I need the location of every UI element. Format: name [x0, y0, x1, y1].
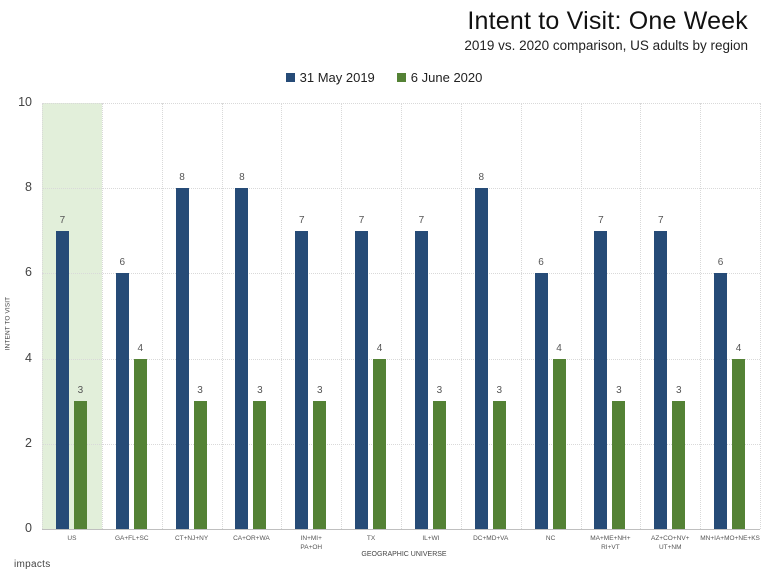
y-tick-label: 10: [18, 95, 32, 109]
x-tick-label: AZ+CO+NV+ UT+NM: [651, 535, 690, 551]
legend-label-2020: 6 June 2020: [410, 70, 483, 85]
bar-2019[interactable]: [295, 230, 309, 529]
bar-value-label: 7: [598, 214, 604, 226]
bar-value-label: 7: [298, 214, 305, 226]
bar-value-label: 6: [119, 257, 126, 269]
bar-value-label: 8: [179, 172, 185, 184]
gridline-vertical: [101, 103, 103, 529]
bar-value-label: 7: [657, 214, 664, 226]
bar-value-label: 7: [59, 214, 66, 226]
bar-value-label: 6: [538, 257, 544, 269]
y-tick-label: 0: [25, 521, 32, 535]
gridline-vertical: [460, 103, 462, 529]
bar-value-label: 4: [556, 342, 562, 354]
impacts-logo: impacts: [14, 559, 51, 570]
x-tick-label: GA+FL+SC: [114, 535, 149, 542]
y-axis-label: INTENT TO VISIT: [4, 296, 12, 351]
gridline-vertical: [520, 103, 522, 529]
bar-2020[interactable]: [373, 358, 387, 529]
bar-value-label: 4: [376, 342, 383, 354]
bar-2019[interactable]: [115, 273, 129, 529]
x-tick-label: US: [67, 535, 77, 542]
gridline-vertical: [221, 103, 223, 529]
x-axis-label: GEOGRAPHIC UNIVERSE: [361, 551, 447, 558]
bar-2020[interactable]: [193, 401, 207, 529]
gridline-vertical: [281, 103, 283, 529]
bar-value-label: 3: [436, 385, 443, 397]
x-tick-label: IL+WI: [422, 535, 440, 542]
gridline-vertical: [341, 103, 343, 529]
bar-value-label: 6: [717, 257, 724, 269]
x-tick-label: NC: [545, 535, 556, 542]
x-axis-line: [42, 529, 760, 530]
y-tick-label: 6: [25, 265, 32, 280]
gridline-vertical: [42, 103, 43, 529]
y-tick-label: 8: [25, 180, 32, 195]
bar-value-label: 8: [239, 172, 245, 184]
bar-2020[interactable]: [672, 401, 686, 529]
bar-2020[interactable]: [732, 358, 746, 529]
bar-2019[interactable]: [355, 230, 369, 529]
x-tick-label: MN+IA+MO+NE+KS: [700, 535, 760, 542]
x-tick-label: MA+ME+NH+ RI+VT: [590, 535, 631, 551]
plot-area: 7 3 6 4 8 3 8 3 7 3 7 4 7 3 8 3 6 4 7 3 7 3 6 4: [42, 103, 761, 530]
bar-2020[interactable]: [552, 358, 566, 529]
bar-value-label: 3: [675, 385, 682, 397]
bar-2019[interactable]: [714, 273, 728, 529]
bar-2019[interactable]: [654, 230, 668, 529]
bar-value-label: 7: [418, 214, 425, 226]
legend-item-2019[interactable]: 31 May 2019: [285, 70, 375, 85]
bar-2019[interactable]: [55, 230, 69, 529]
bar-value-label: 3: [197, 385, 203, 397]
bar-2019[interactable]: [175, 188, 189, 529]
x-tick-label: CT+NJ+NY: [174, 535, 209, 542]
legend-swatch-2019: [285, 73, 295, 82]
bar-2020[interactable]: [253, 401, 267, 529]
y-tick-label: 4: [25, 350, 32, 365]
bar-2019[interactable]: [414, 230, 428, 529]
gridline-vertical: [760, 103, 761, 529]
bar-value-label: 7: [358, 214, 365, 226]
legend-swatch-2020: [396, 73, 406, 82]
bar-value-label: 4: [137, 342, 144, 354]
bar-2019[interactable]: [534, 273, 548, 529]
gridline-vertical: [401, 103, 402, 529]
gridline-vertical: [700, 103, 702, 529]
bar-value-label: 8: [478, 172, 485, 184]
highlight-band: [42, 103, 102, 529]
gridline-vertical: [161, 103, 163, 529]
bar-2019[interactable]: [594, 230, 608, 529]
x-tick-label: CA+OR+WA: [233, 535, 270, 542]
bar-value-label: 3: [496, 385, 503, 397]
y-tick-label: 2: [25, 435, 32, 450]
legend-label-2019: 31 May 2019: [299, 70, 375, 85]
chart-title: Intent to Visit: One Week: [467, 7, 748, 35]
x-tick-label: DC+MD+VA: [473, 535, 509, 542]
gridline-vertical: [640, 103, 642, 529]
bar-value-label: 3: [257, 385, 263, 397]
bar-value-label: 3: [316, 385, 323, 397]
legend-item-2020[interactable]: 6 June 2020: [396, 70, 483, 85]
bar-2020[interactable]: [133, 358, 147, 529]
bar-2020[interactable]: [432, 401, 446, 529]
bar-value-label: 3: [77, 385, 84, 397]
bar-2020[interactable]: [73, 401, 87, 529]
gridline-vertical: [580, 103, 582, 529]
bar-2020[interactable]: [313, 401, 327, 529]
chart-subtitle: 2019 vs. 2020 comparison, US adults by r…: [464, 38, 748, 53]
x-tick-label: IN+MI+ PA+OH: [300, 535, 323, 551]
bar-2020[interactable]: [492, 401, 506, 529]
x-tick-label: TX: [366, 535, 376, 542]
bar-2019[interactable]: [235, 188, 249, 529]
bar-value-label: 4: [735, 342, 742, 354]
legend: 31 May 2019 6 June 2020: [0, 70, 768, 85]
bar-2020[interactable]: [612, 401, 626, 529]
bar-2019[interactable]: [474, 188, 488, 529]
bar-value-label: 3: [616, 385, 622, 397]
